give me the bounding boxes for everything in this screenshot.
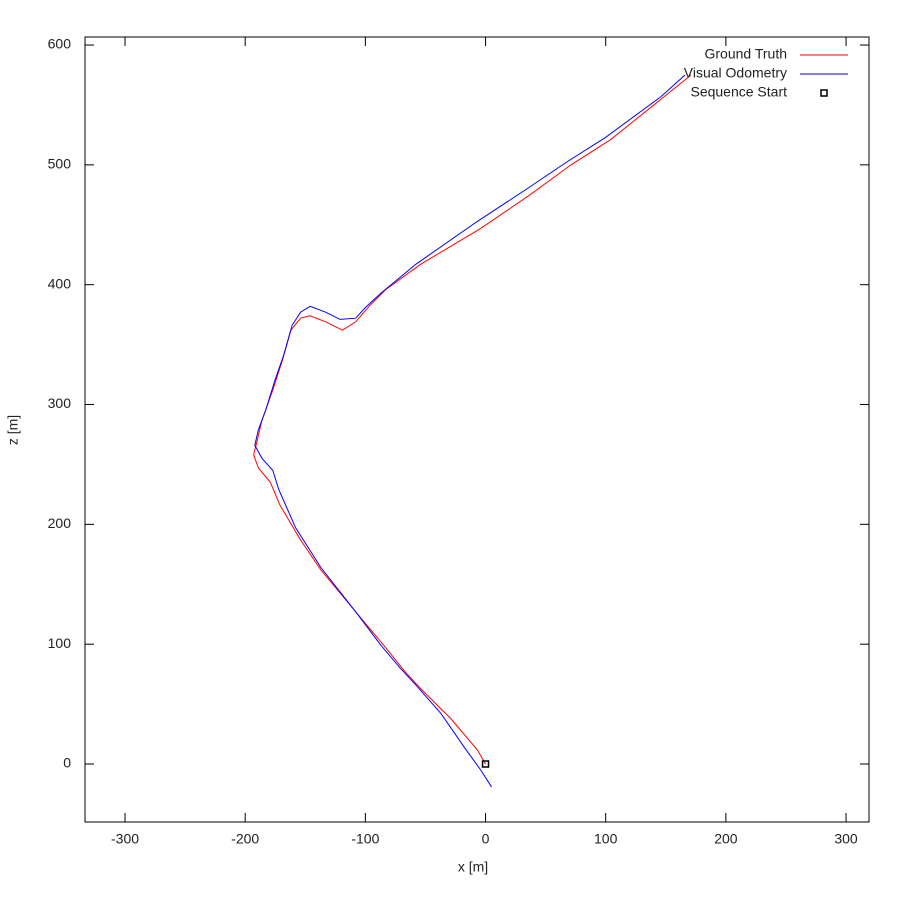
y-tick-label: 500 [48,156,72,172]
legend-label: Visual Odometry [684,65,787,81]
start-marker [481,760,490,768]
trajectory-line [253,74,692,765]
y-tick-label: 400 [48,275,72,291]
x-tick-label: -100 [351,831,379,847]
trajectory-line [254,74,686,788]
y-tick-label: 600 [48,36,72,52]
y-tick-label: 200 [48,515,72,531]
x-tick-label: 0 [482,831,490,847]
y-tick-label: 300 [48,395,72,411]
x-tick-label: -300 [111,831,139,847]
x-axis-label: x [m] [458,859,488,875]
x-tick-label: 100 [594,831,618,847]
x-tick-label: 300 [834,831,858,847]
legend-marker [820,89,828,97]
legend-label: Sequence Start [690,84,787,100]
x-tick-label: 200 [714,831,738,847]
legend-label: Ground Truth [705,46,788,62]
y-tick-label: 0 [63,755,71,771]
y-axis-label: z [m] [5,415,21,445]
x-tick-label: -200 [231,831,259,847]
plot-frame [84,36,870,823]
y-tick-label: 100 [48,635,72,651]
